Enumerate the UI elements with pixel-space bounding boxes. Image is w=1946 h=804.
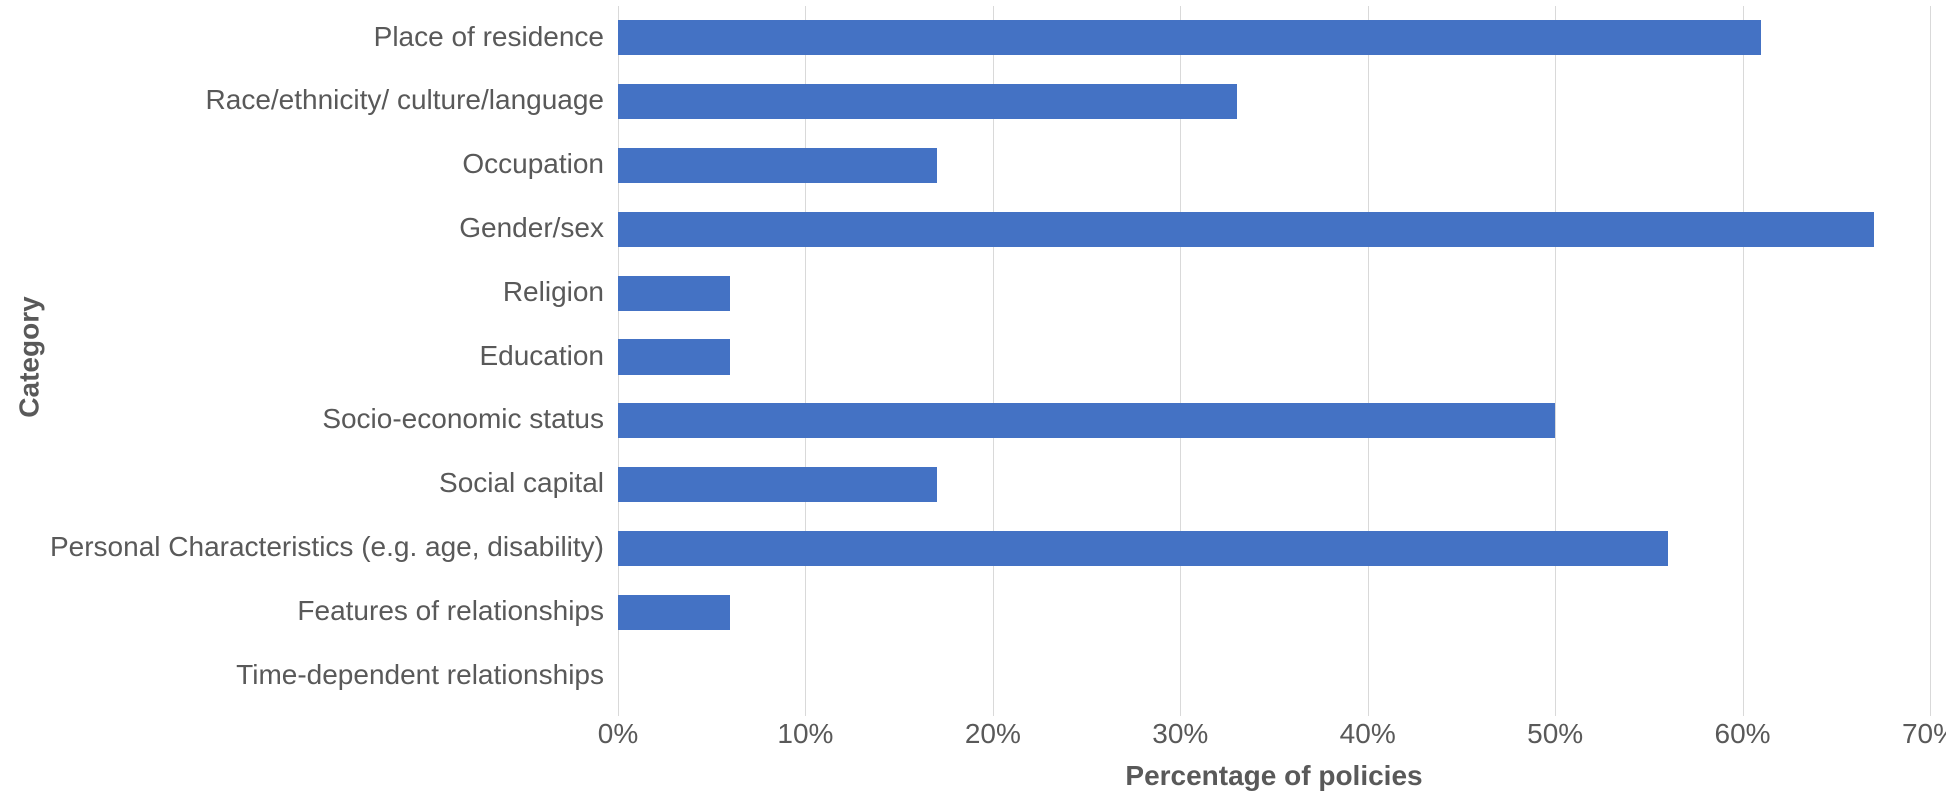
x-tick-label: 0% [598, 718, 638, 750]
bar [618, 531, 1668, 566]
gridline [1743, 6, 1744, 708]
x-tick-label: 70% [1902, 718, 1946, 750]
x-tick-label: 20% [965, 718, 1021, 750]
bar-row [618, 276, 730, 311]
category-label: Education [479, 340, 604, 372]
x-tick-mark [1743, 708, 1744, 716]
category-label: Race/ethnicity/ culture/language [206, 84, 604, 116]
bar-row [618, 84, 1237, 119]
category-label: Personal Characteristics (e.g. age, disa… [50, 531, 604, 563]
plot-inner [618, 6, 1930, 708]
x-tick-mark [993, 708, 994, 716]
bar [618, 276, 730, 311]
category-label: Time-dependent relationships [236, 659, 604, 691]
x-tick-label: 60% [1715, 718, 1771, 750]
category-label: Features of relationships [297, 595, 604, 627]
bar [618, 212, 1874, 247]
category-label: Occupation [462, 148, 604, 180]
bar-row [618, 339, 730, 374]
gridline [1555, 6, 1556, 708]
bar [618, 467, 937, 502]
bar [618, 84, 1237, 119]
x-tick-label: 10% [777, 718, 833, 750]
plot-area [618, 6, 1930, 708]
x-tick-label: 50% [1527, 718, 1583, 750]
x-tick-mark [805, 708, 806, 716]
category-label: Place of residence [374, 21, 604, 53]
x-tick-mark [1555, 708, 1556, 716]
bar [618, 595, 730, 630]
y-axis-title-wrap: Category [10, 6, 50, 708]
x-tick-label: 40% [1340, 718, 1396, 750]
bar-row [618, 20, 1761, 55]
category-label: Socio-economic status [322, 403, 604, 435]
x-tick-mark [1180, 708, 1181, 716]
bar [618, 20, 1761, 55]
x-axis-title: Percentage of policies [618, 760, 1930, 792]
bar [618, 339, 730, 374]
x-tick-mark [618, 708, 619, 716]
y-axis-title: Category [14, 296, 46, 417]
x-tick-mark [1930, 708, 1931, 716]
bar-row [618, 148, 937, 183]
bar-row [618, 403, 1555, 438]
bar-row [618, 467, 937, 502]
category-label: Religion [503, 276, 604, 308]
bar [618, 403, 1555, 438]
bar-row [618, 212, 1874, 247]
bar-chart: Category Percentage of policies 0% 10% 20%… [0, 0, 1946, 804]
bar-row [618, 595, 730, 630]
gridline [1368, 6, 1369, 708]
gridline [1930, 6, 1931, 708]
category-label: Social capital [439, 467, 604, 499]
x-tick-label: 30% [1152, 718, 1208, 750]
x-tick-mark [1368, 708, 1369, 716]
bar [618, 148, 937, 183]
bar-row [618, 531, 1668, 566]
category-label: Gender/sex [459, 212, 604, 244]
